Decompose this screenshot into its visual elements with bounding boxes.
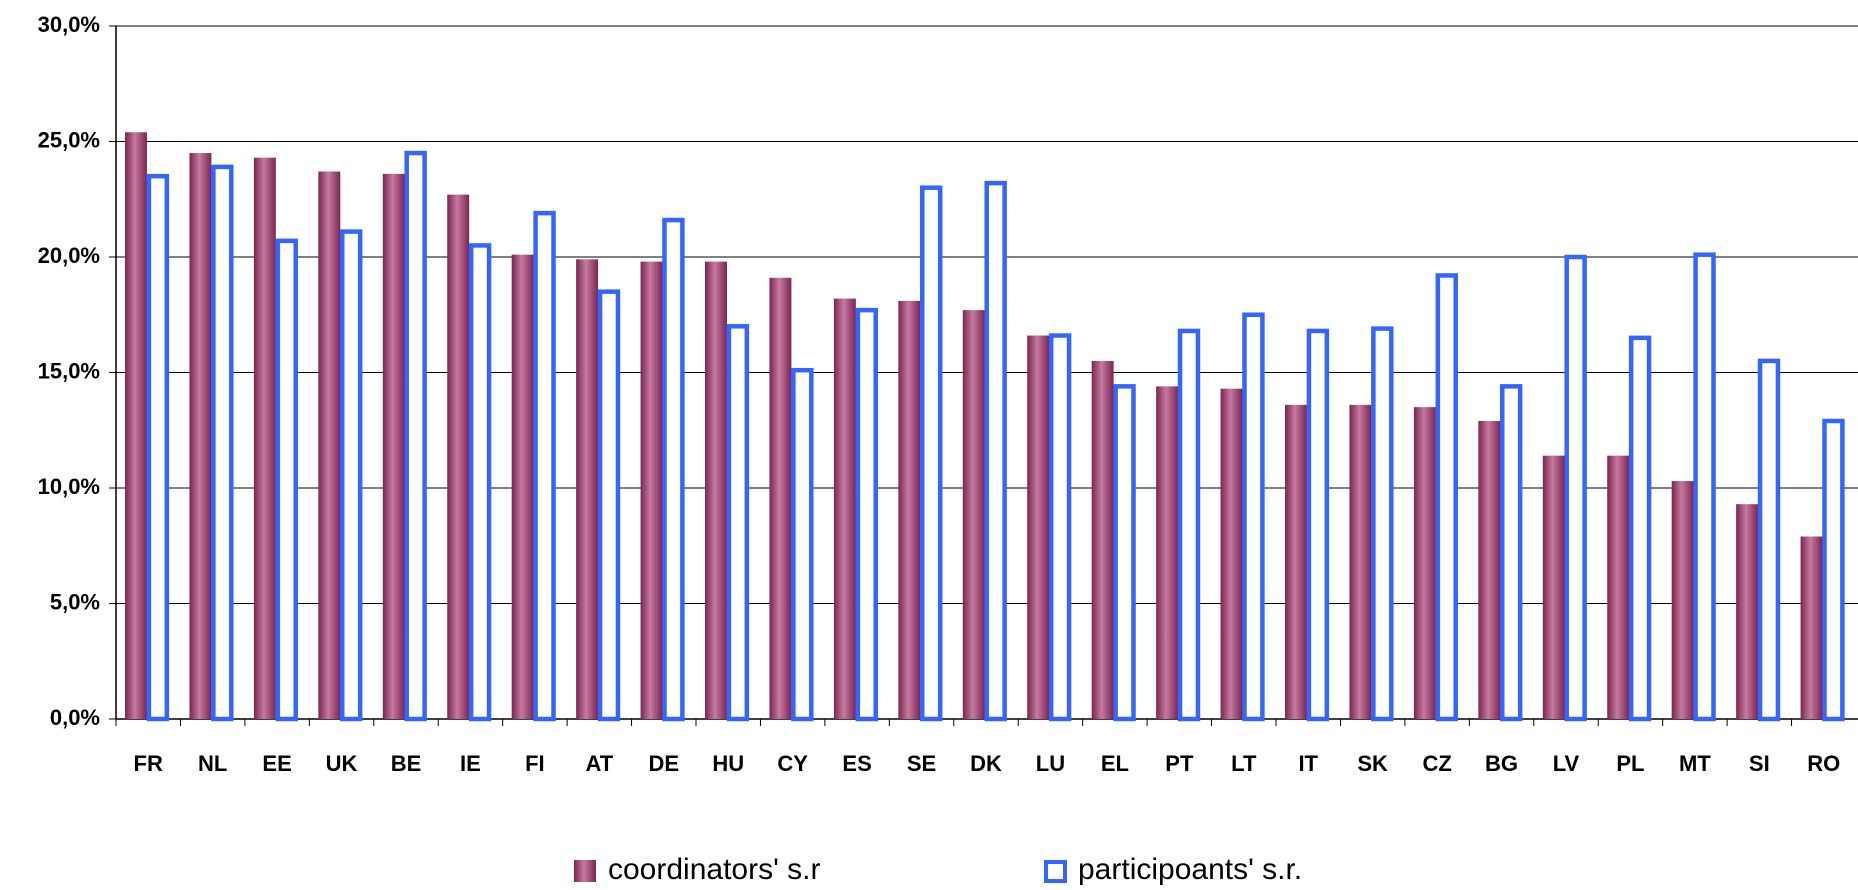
- x-tick-label: PT: [1165, 751, 1194, 776]
- bar: [404, 150, 427, 722]
- y-tick-label: 10,0%: [38, 474, 100, 499]
- bar: [855, 307, 878, 722]
- bar: [662, 217, 685, 722]
- y-tick-label: 25,0%: [38, 127, 100, 152]
- bar: [1413, 407, 1436, 719]
- x-tick-label: EL: [1101, 751, 1129, 776]
- bar: [1048, 333, 1072, 722]
- bar: [1349, 404, 1372, 719]
- x-tick-label: SI: [1749, 751, 1770, 776]
- x-tick-label: BG: [1485, 751, 1518, 776]
- bar: [1671, 481, 1694, 719]
- bar: [1564, 254, 1587, 722]
- bar: [1822, 418, 1845, 722]
- bar: [1542, 455, 1565, 719]
- x-tick-label: NL: [198, 751, 227, 776]
- legend-label: coordinators' s.r: [608, 853, 820, 886]
- x-tick-label: HU: [712, 751, 744, 776]
- x-tick-label: DE: [648, 751, 679, 776]
- y-tick-label: 30,0%: [38, 12, 100, 37]
- x-tick-label: EE: [262, 751, 291, 776]
- x-tick-label: UK: [326, 751, 358, 776]
- x-tick-label: AT: [585, 751, 613, 776]
- bar: [340, 229, 363, 722]
- bar: [1736, 504, 1759, 719]
- bar: [1607, 455, 1630, 719]
- bar: [1091, 360, 1114, 719]
- y-tick-label: 0,0%: [50, 705, 100, 730]
- bar: [1800, 536, 1823, 719]
- y-tick-label: 15,0%: [38, 358, 100, 383]
- bar: [447, 194, 470, 719]
- bar: [1478, 421, 1501, 719]
- bar: [920, 185, 943, 722]
- bar: [1435, 273, 1458, 722]
- x-tick-label: SE: [907, 751, 936, 776]
- bar: [211, 164, 234, 722]
- bar: [1757, 358, 1781, 722]
- legend-label: participoants' s.r.: [1078, 853, 1302, 886]
- bar: [1177, 328, 1201, 722]
- bar: [253, 157, 276, 720]
- bar: [189, 153, 212, 720]
- y-tick-label: 5,0%: [50, 589, 100, 614]
- bar: [1285, 404, 1307, 719]
- x-tick-label: RO: [1807, 751, 1840, 776]
- x-tick-label: BE: [391, 751, 422, 776]
- x-tick-label: IT: [1298, 751, 1318, 776]
- x-tick-label: CZ: [1422, 751, 1451, 776]
- bar: [125, 132, 147, 719]
- bar: [1306, 328, 1330, 722]
- x-tick-label: CY: [777, 751, 808, 776]
- x-tick-label: FR: [134, 751, 163, 776]
- bar: [382, 173, 405, 720]
- x-tick-label: PL: [1616, 751, 1644, 776]
- legend-swatch: [1044, 860, 1067, 883]
- bar: [791, 367, 814, 722]
- x-tick-label: LT: [1231, 751, 1257, 776]
- bar: [511, 254, 534, 719]
- bar: [1220, 388, 1243, 719]
- bar: [1500, 384, 1523, 722]
- bar: [1113, 384, 1136, 722]
- bar: [1693, 252, 1716, 722]
- legend-swatch: [574, 860, 596, 882]
- x-tick-label: DK: [970, 751, 1002, 776]
- x-tick-label: SK: [1357, 751, 1388, 776]
- bar: [468, 243, 492, 722]
- bar: [318, 171, 341, 719]
- bar: [576, 259, 599, 719]
- bar: [898, 300, 921, 719]
- x-tick-label: LU: [1036, 751, 1065, 776]
- bar: [962, 310, 985, 719]
- bar: [1156, 386, 1179, 719]
- bar: [833, 298, 856, 719]
- bar: [1628, 335, 1652, 722]
- bar: [726, 324, 750, 722]
- bar: [705, 261, 727, 719]
- x-tick-label: LV: [1553, 751, 1580, 776]
- bar: [146, 173, 170, 722]
- x-tick-label: ES: [842, 751, 871, 776]
- bar: [533, 210, 556, 722]
- x-tick-label: FI: [525, 751, 545, 776]
- x-tick-label: IE: [460, 751, 481, 776]
- y-tick-label: 20,0%: [38, 243, 100, 268]
- bar: [984, 180, 1007, 722]
- bar: [597, 289, 621, 722]
- bar: [769, 277, 792, 719]
- bar: [1027, 335, 1050, 719]
- bar: [640, 261, 663, 719]
- bar: [275, 238, 298, 722]
- x-tick-label: MT: [1679, 751, 1711, 776]
- bar: [1242, 312, 1265, 722]
- bar: [1371, 326, 1394, 722]
